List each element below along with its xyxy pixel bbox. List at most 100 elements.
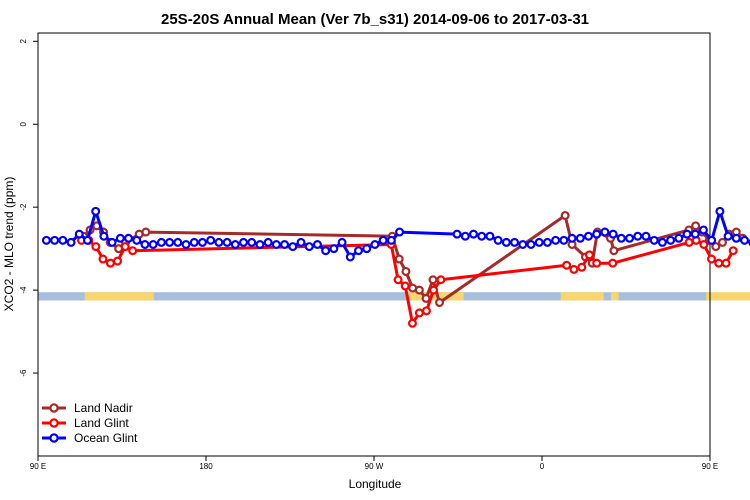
y-tick-label: -2 <box>19 203 28 211</box>
data-point <box>414 285 424 295</box>
data-point <box>714 258 724 268</box>
y-tick-label: -4 <box>19 286 28 294</box>
data-point <box>690 229 700 239</box>
land-band <box>611 292 619 301</box>
data-point <box>41 235 51 245</box>
chart-title: 25S-20S Annual Mean (Ver 7b_s31) 2014-09… <box>161 11 589 28</box>
data-point <box>197 237 207 247</box>
data-point <box>354 246 364 256</box>
data-point <box>625 233 635 243</box>
data-point <box>141 227 151 237</box>
data-point <box>429 285 439 295</box>
data-point <box>312 240 322 250</box>
data-point <box>436 275 446 285</box>
data-point <box>510 237 520 247</box>
data-point <box>501 237 511 247</box>
data-point <box>304 242 314 252</box>
data-point <box>132 235 142 245</box>
data-point <box>641 231 651 241</box>
legend-marker <box>49 418 59 428</box>
data-point <box>98 254 108 264</box>
data-point <box>394 254 404 264</box>
data-point <box>74 229 84 239</box>
land-band <box>407 292 464 301</box>
data-point <box>706 254 716 264</box>
data-point <box>66 237 76 247</box>
data-point <box>280 240 290 250</box>
data-point <box>560 210 570 220</box>
y-tick-label: 0 <box>19 121 28 126</box>
series-line <box>81 238 735 325</box>
data-point <box>128 246 138 256</box>
x-tick-label: 90 E <box>30 462 46 471</box>
data-point <box>562 260 572 270</box>
data-point <box>393 275 403 285</box>
data-point <box>337 237 347 247</box>
data-point <box>414 308 424 318</box>
legend-label: Land Nadir <box>74 401 133 415</box>
data-point <box>711 242 721 252</box>
data-point <box>400 281 410 291</box>
data-point <box>583 231 593 241</box>
x-axis: 90 E 180 90 W 0 90 E <box>30 456 718 471</box>
data-point <box>421 306 431 316</box>
data-point <box>609 246 619 256</box>
data-point <box>189 237 199 247</box>
data-point <box>584 250 594 260</box>
data-point <box>407 318 417 328</box>
data-point <box>140 240 150 250</box>
series-ocean-glint <box>41 206 750 262</box>
data-point <box>721 258 731 268</box>
legend-label: Land Glint <box>74 416 129 430</box>
data-point <box>691 221 701 231</box>
data-point <box>468 229 478 239</box>
y-tick-label: -6 <box>19 369 28 377</box>
data-point <box>666 235 676 245</box>
data-point <box>263 237 273 247</box>
data-point <box>542 237 552 247</box>
data-point <box>173 237 183 247</box>
data-point <box>370 240 380 250</box>
data-point <box>682 229 692 239</box>
data-point <box>518 240 528 250</box>
data-point <box>206 235 216 245</box>
data-point <box>247 237 257 247</box>
data-point <box>534 237 544 247</box>
series-land-glint <box>76 235 738 328</box>
data-point <box>222 237 232 247</box>
data-point <box>428 275 438 285</box>
data-point <box>435 298 445 308</box>
data-point <box>214 237 224 247</box>
x-tick-label: 180 <box>199 462 213 471</box>
data-point <box>165 237 175 247</box>
data-point <box>493 235 503 245</box>
y-tick-label: 2 <box>19 39 28 44</box>
data-point <box>296 237 306 247</box>
x-tick-label: 0 <box>540 462 545 471</box>
data-point <box>575 233 585 243</box>
data-point <box>91 242 101 252</box>
x-axis-label: Longitude <box>349 477 402 491</box>
surface-band <box>38 292 750 301</box>
data-point <box>115 233 125 243</box>
data-point <box>345 252 355 262</box>
data-point <box>592 258 602 268</box>
data-point <box>477 231 487 241</box>
y-axis: 2 0 -2 -4 -6 <box>19 39 38 377</box>
data-point <box>616 233 626 243</box>
data-point <box>577 262 587 272</box>
legend-item: Land Glint <box>42 416 129 430</box>
data-point <box>567 233 577 243</box>
data-point <box>600 227 610 237</box>
data-point <box>156 237 166 247</box>
legend-marker <box>49 403 59 413</box>
data-point <box>401 266 411 276</box>
data-point <box>485 231 495 241</box>
data-point <box>723 231 733 241</box>
data-point <box>50 235 60 245</box>
data-point <box>271 240 281 250</box>
data-point <box>288 242 298 252</box>
data-point <box>698 225 708 235</box>
data-point <box>684 237 694 247</box>
